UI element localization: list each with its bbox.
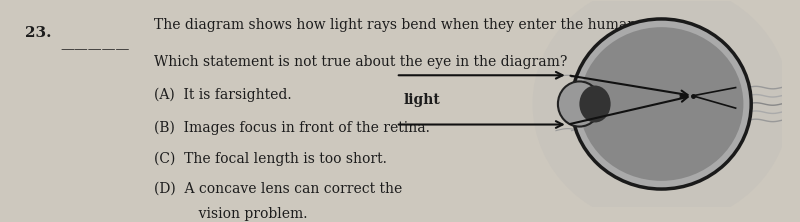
Ellipse shape: [571, 19, 751, 189]
Ellipse shape: [533, 0, 790, 222]
Text: vision problem.: vision problem.: [168, 207, 307, 221]
Ellipse shape: [558, 81, 601, 127]
Text: (C)  The focal length is too short.: (C) The focal length is too short.: [154, 151, 386, 166]
Text: light: light: [404, 93, 440, 107]
Text: Which statement is not true about the eye in the diagram?: Which statement is not true about the ey…: [154, 55, 567, 69]
Ellipse shape: [579, 27, 743, 181]
Ellipse shape: [579, 85, 610, 123]
Text: (A)  It is farsighted.: (A) It is farsighted.: [154, 88, 291, 102]
Text: (D)  A concave lens can correct the: (D) A concave lens can correct the: [154, 182, 402, 196]
Text: The diagram shows how light rays bend when they enter the human eye.: The diagram shows how light rays bend wh…: [154, 18, 669, 32]
Text: (B)  Images focus in front of the retina.: (B) Images focus in front of the retina.: [154, 120, 430, 135]
Text: —————: —————: [60, 42, 130, 56]
Text: 23.: 23.: [25, 26, 51, 40]
